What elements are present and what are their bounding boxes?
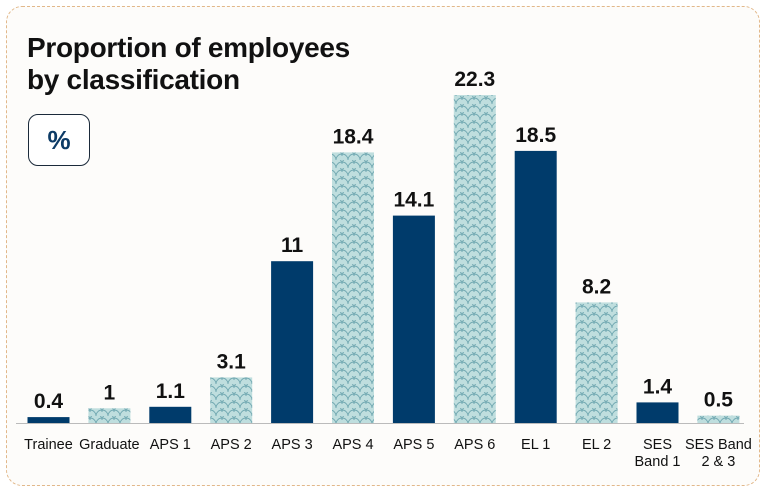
data-label: 0.5 xyxy=(704,389,734,412)
x-tick-label: Graduate xyxy=(79,437,139,453)
bar xyxy=(575,302,618,423)
x-tick-label: Trainee xyxy=(24,437,73,453)
chart-title: Proportion of employees by classificatio… xyxy=(27,32,447,96)
bar xyxy=(149,406,192,423)
bar xyxy=(88,408,131,423)
x-tick-label: APS 3 xyxy=(272,437,313,453)
x-tick-label: EL 1 xyxy=(521,437,550,453)
x-tick-label: APS 5 xyxy=(393,437,434,453)
x-tick-label: APS 4 xyxy=(332,437,373,453)
bar xyxy=(636,402,679,423)
bar xyxy=(332,152,374,423)
chart-card xyxy=(6,6,760,486)
chart-title-line2: by classification xyxy=(27,64,240,95)
data-label: 1 xyxy=(104,381,116,404)
x-tick-label: Band 1 xyxy=(635,454,681,470)
x-tick-label: EL 2 xyxy=(582,437,611,453)
x-tick-label: SES xyxy=(643,437,672,453)
x-tick-label: 2 & 3 xyxy=(701,454,735,470)
bar xyxy=(27,417,70,423)
bar xyxy=(697,415,740,423)
bar xyxy=(210,377,253,423)
data-label: 22.3 xyxy=(454,68,495,91)
data-label: 11 xyxy=(281,234,304,257)
unit-badge: % xyxy=(28,114,90,166)
bar xyxy=(271,261,314,423)
x-tick-label: APS 6 xyxy=(454,437,495,453)
chart-title-line1: Proportion of employees xyxy=(27,32,350,63)
bar xyxy=(514,150,557,423)
data-label: 18.4 xyxy=(333,125,374,148)
data-label: 1.4 xyxy=(643,375,673,398)
data-label: 14.1 xyxy=(393,189,434,212)
bar xyxy=(392,215,435,423)
data-label: 18.5 xyxy=(515,124,556,147)
data-label: 1.1 xyxy=(156,380,186,403)
x-tick-label: SES Band xyxy=(685,437,752,453)
data-label: 8.2 xyxy=(582,275,611,298)
data-label: 0.4 xyxy=(34,390,64,413)
x-tick-label: APS 1 xyxy=(150,437,191,453)
bar xyxy=(453,95,496,423)
x-tick-label: APS 2 xyxy=(211,437,252,453)
data-label: 3.1 xyxy=(217,350,247,373)
